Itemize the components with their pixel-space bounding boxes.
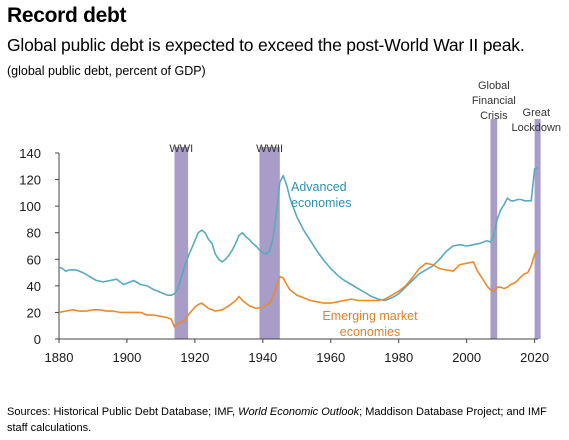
y-tick-label: 60 [27,252,41,267]
y-tick-label: 40 [27,279,41,294]
y-tick-label: 120 [19,173,41,188]
event-label: Financial [472,95,516,107]
chart-title: Record debt [7,4,127,27]
event-label: Great [523,107,551,119]
x-tick-label: 1980 [384,350,413,365]
y-tick-label: 20 [27,305,41,320]
axes [55,152,538,343]
chart-subtitle: Global public debt is expected to exceed… [7,35,525,55]
chart-labels: WWI WWII Global Financial Crisis Great Lockdow… [19,80,561,365]
source-suffix: ; Maddison Database Project; and IMF sta… [7,406,547,434]
x-tick-label: 2020 [520,350,549,365]
advanced-series-label: Advanced [291,180,347,194]
y-tick-label: 0 [34,332,41,347]
event-shades [174,119,541,339]
y-tick-label: 80 [27,226,41,241]
series-lines [58,166,539,328]
event-label: Crisis [480,110,508,122]
source-prefix: Sources: Historical Public Debt Database… [7,406,239,418]
event-band [534,119,541,339]
emerging-series-label: Emerging market [322,309,418,323]
event-band [259,147,280,339]
event-label: Lockdown [512,122,562,134]
event-band [174,147,189,339]
unit-note: (global public debt, percent of GDP) [7,64,206,78]
event-label: WWII [256,143,283,155]
emerging-series-label: economies [340,325,400,339]
advanced-economies-line [58,166,539,302]
source-italic: World Economic Outlook [238,406,360,418]
x-tick-label: 2000 [452,350,481,365]
advanced-series-label: economies [291,196,351,210]
x-tick-label: 1900 [112,350,141,365]
source-note: Sources: Historical Public Debt Database… [7,404,567,436]
event-label: WWI [169,143,193,155]
event-label: Global [478,80,510,92]
x-tick-label: 1880 [45,350,74,365]
x-tick-label: 1960 [316,350,345,365]
y-tick-label: 100 [19,199,41,214]
y-tick-label: 140 [19,146,41,161]
event-band [490,119,498,339]
emerging-economies-line [58,250,539,328]
x-tick-label: 1940 [248,350,277,365]
x-tick-label: 1920 [180,350,209,365]
